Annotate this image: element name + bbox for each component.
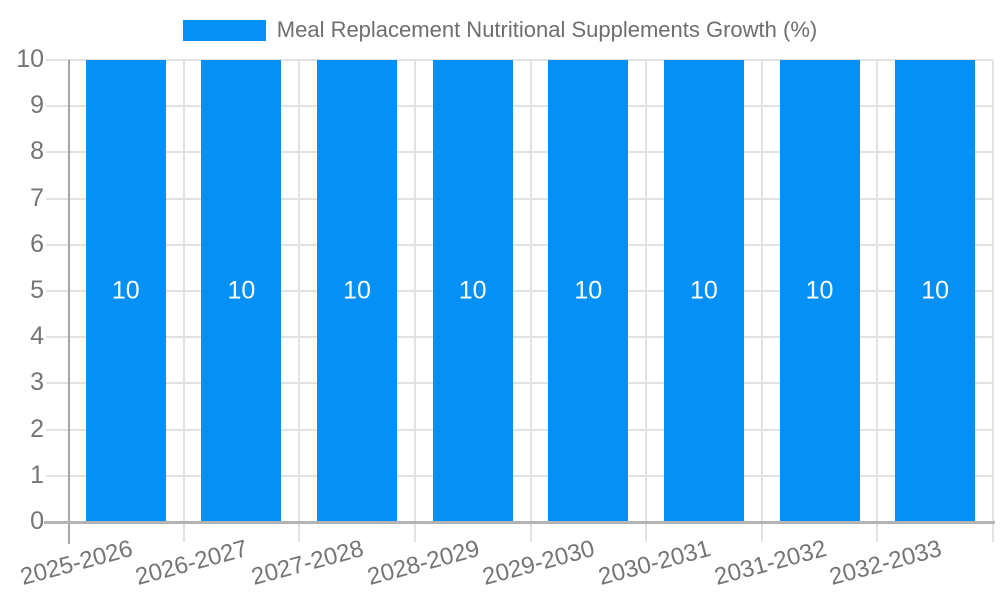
y-tick-label: 6	[30, 229, 44, 258]
h-gridline	[46, 151, 993, 154]
legend-swatch	[182, 19, 266, 41]
v-gridline	[182, 60, 185, 542]
v-gridline	[645, 60, 648, 542]
plot-area: 10 10 10 10 10 10 10 10	[44, 59, 995, 544]
y-axis-tick-labels: 0 1 2 3 4 5 6 7 8 9 10	[0, 47, 44, 534]
bar[interactable]: 10	[201, 60, 282, 522]
y-tick-label: 5	[30, 276, 44, 304]
y-tick-label: 3	[30, 368, 44, 397]
legend-label: Meal Replacement Nutritional Supplements…	[276, 17, 818, 42]
h-gridline	[46, 290, 993, 292]
v-gridline	[413, 60, 416, 542]
y-tick-label: 1	[30, 460, 44, 489]
v-gridline	[760, 60, 763, 542]
h-gridline	[46, 428, 993, 431]
y-tick-label: 7	[30, 183, 44, 212]
bar[interactable]: 10	[432, 60, 513, 522]
h-gridline	[46, 105, 993, 108]
y-axis-line	[68, 60, 70, 544]
y-tick-label: 9	[30, 91, 44, 120]
bar-value-label: 10	[921, 276, 950, 305]
bar[interactable]: 10	[317, 60, 398, 522]
h-gridline	[46, 243, 993, 246]
h-gridline	[46, 336, 993, 339]
bar-value-label: 10	[805, 276, 834, 305]
v-gridline	[992, 60, 994, 542]
bar[interactable]: 10	[85, 60, 166, 522]
bar-value-label: 10	[574, 276, 603, 305]
h-gridline	[46, 382, 993, 385]
bar[interactable]: 10	[779, 60, 860, 522]
y-tick-label: 2	[30, 414, 44, 443]
h-gridline	[46, 59, 993, 61]
h-gridline	[46, 474, 993, 477]
bar[interactable]: 10	[663, 60, 744, 522]
h-gridline	[46, 197, 993, 200]
bar-value-label: 10	[690, 276, 718, 305]
y-tick-label: 8	[30, 137, 44, 166]
v-gridline	[876, 60, 879, 542]
bar[interactable]: 10	[895, 60, 976, 522]
legend-item[interactable]: Meal Replacement Nutritional Supplements…	[0, 17, 1000, 43]
y-tick-label: 10	[16, 45, 44, 73]
bar[interactable]: 10	[548, 60, 629, 522]
y-tick-label: 0	[30, 507, 44, 535]
bar-value-label: 10	[227, 276, 256, 305]
bar-value-label: 10	[458, 276, 487, 305]
bar-value-label: 10	[111, 276, 140, 305]
v-gridline	[298, 60, 301, 542]
bar-value-label: 10	[343, 276, 371, 305]
y-tick-label: 4	[30, 322, 44, 351]
v-gridline	[529, 60, 532, 542]
x-axis-line	[44, 521, 995, 524]
